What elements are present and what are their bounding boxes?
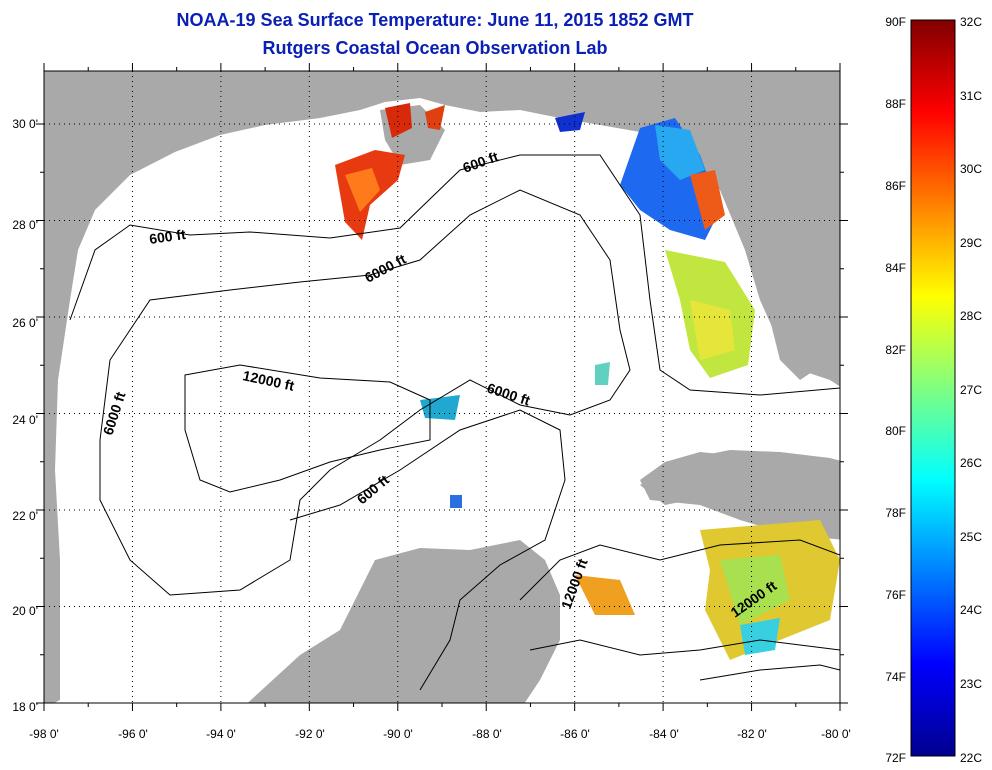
colorbar-c-label: 28C [960,309,982,323]
colorbar-c-label: 22C [960,751,982,765]
sst-observations [335,103,840,660]
map-title: NOAA-19 Sea Surface Temperature: June 11… [176,10,694,30]
colorbar-f-label: 90F [885,15,906,29]
colorbar-f-label: 84F [885,261,906,275]
map-area: 600 ft 6000 ft 600 ft 6000 ft 12000 ft 6… [44,71,840,703]
colorbar-f-label: 78F [885,506,906,520]
colorbar-f-label: 86F [885,179,906,193]
lat-label: 26 0' [12,316,38,330]
contour-label: 600 ft [148,226,187,247]
colorbar-gradient [910,19,956,757]
lat-label: 18 0' [12,700,38,714]
colorbar-f-label: 74F [885,670,906,684]
lon-label: -80 0' [821,727,851,741]
lon-label: -92 0' [295,727,325,741]
colorbar-c-label: 23C [960,677,982,691]
colorbar-c-label: 25C [960,530,982,544]
colorbar-f-label: 82F [885,343,906,357]
colorbar-f-label: 76F [885,588,906,602]
colorbar-c-label: 26C [960,456,982,470]
axis-ticks [36,63,848,711]
lat-label: 24 0' [12,413,38,427]
lat-label: 30 0' [12,117,38,131]
colorbar-f-label: 80F [885,424,906,438]
bathymetry-contours [69,154,840,691]
cuba-island [640,450,840,520]
lat-label: 22 0' [12,509,38,523]
map-subtitle: Rutgers Coastal Ocean Observation Lab [262,38,608,58]
colorbar-f-label: 88F [885,97,906,111]
colorbar-c-label: 31C [960,89,982,103]
lon-label: -86 0' [560,727,590,741]
lon-label: -84 0' [649,727,679,741]
florida-peninsula [720,90,840,380]
graticule [44,71,840,703]
colorbar-f-label: 72F [885,751,906,765]
colorbar-c-label: 29C [960,236,982,250]
lon-label: -96 0' [118,727,148,741]
lon-label: -82 0' [737,727,767,741]
colorbar-c-label: 32C [960,15,982,29]
colorbar-c-label: 30C [960,162,982,176]
colorbar-c-label: 24C [960,603,982,617]
lat-label: 20 0' [12,604,38,618]
lon-label: -94 0' [206,727,236,741]
lat-label: 28 0' [12,218,38,232]
lon-label: -90 0' [383,727,413,741]
lon-label: -98 0' [29,727,59,741]
lon-label: -88 0' [472,727,502,741]
colorbar-c-label: 27C [960,383,982,397]
colorbar: 90F 88F 86F 84F 82F 80F 78F 76F 74F 72F … [885,15,982,765]
